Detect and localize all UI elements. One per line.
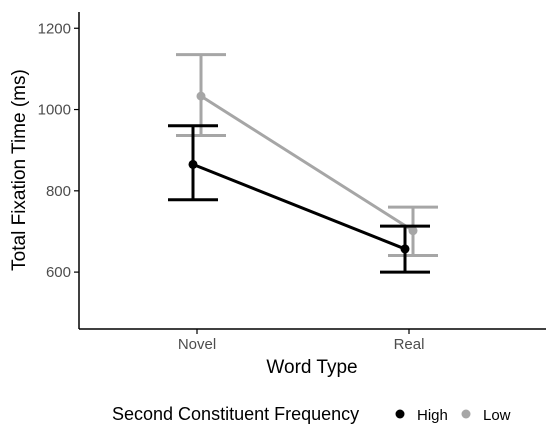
data-point: [196, 91, 206, 101]
data-point: [188, 159, 198, 169]
series-line: [200, 94, 414, 232]
series-low: [176, 53, 438, 257]
series-line: [192, 163, 406, 251]
y-tick-label: 600: [46, 264, 71, 281]
series: [168, 53, 438, 274]
legend-key-low: [461, 409, 471, 419]
legend-entries: High Low: [395, 407, 511, 424]
legend: Second Constituent Frequency High Low: [112, 404, 511, 424]
legend-label: Low: [483, 407, 511, 424]
y-ticks: 600 800 1000 1200: [38, 20, 79, 281]
legend-title: Second Constituent Frequency: [112, 404, 359, 424]
axes: [78, 12, 546, 330]
data-point: [400, 244, 410, 254]
y-tick-label: 1000: [38, 102, 71, 119]
y-tick-label: 1200: [38, 20, 71, 37]
data-point: [408, 226, 418, 236]
y-tick-label: 800: [46, 183, 71, 200]
x-ticks: Novel Real: [178, 329, 425, 353]
series-high: [168, 124, 430, 274]
x-tick-label: Real: [394, 336, 425, 353]
legend-label: High: [417, 407, 448, 424]
y-axis-title: Total Fixation Time (ms): [9, 69, 30, 271]
legend-key-high: [395, 409, 405, 419]
x-axis-title: Word Type: [266, 357, 357, 378]
x-tick-label: Novel: [178, 336, 216, 353]
